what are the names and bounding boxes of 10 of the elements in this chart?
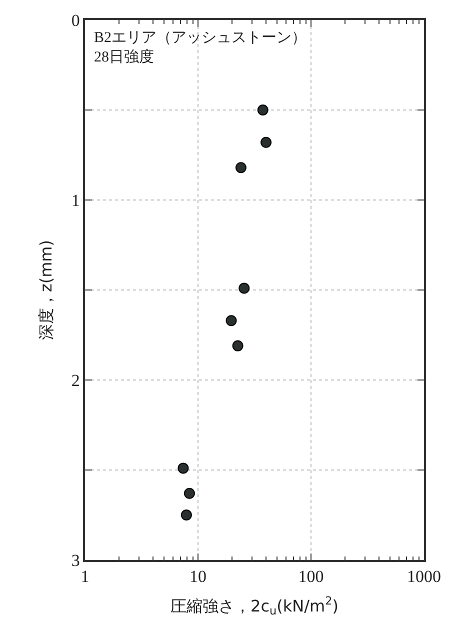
x-tick-label: 10 [190, 567, 206, 586]
y-tick-label: 1 [71, 190, 80, 210]
y-axis-title: 深度，z(mm) [36, 240, 56, 340]
y-tick-label: 2 [71, 370, 80, 390]
x-axis-title: 圧縮強さ，2c$_{u}$(kN/m$^{2}$) [170, 594, 338, 618]
annotation: B2エリア（アッシュストーン） 28日強度 [94, 30, 307, 66]
x-tick-label: 100 [298, 567, 324, 586]
y-tick-label: 3 [71, 550, 80, 570]
x-tick-label: 1000 [407, 567, 441, 586]
y-tick-label: 0 [71, 10, 80, 30]
